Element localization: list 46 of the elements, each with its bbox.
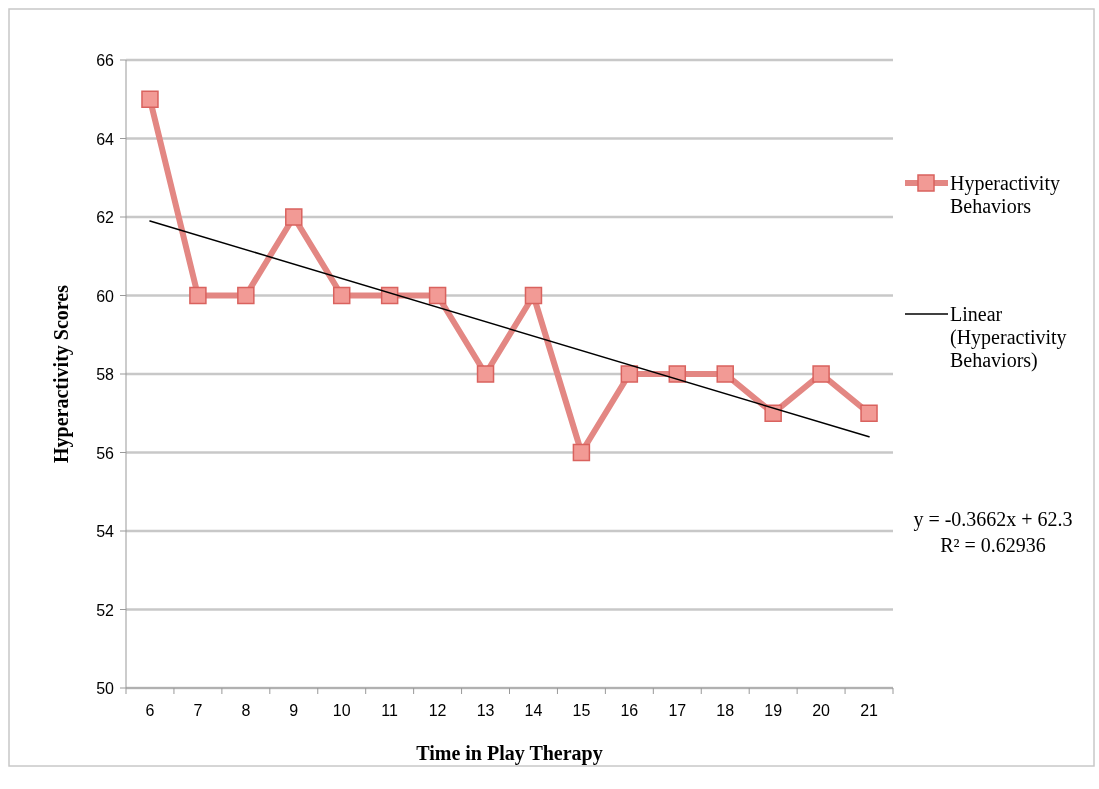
- point: [860, 404, 878, 422]
- point: [668, 365, 687, 383]
- y-axis-title: Hyperactivity Scores: [50, 284, 73, 463]
- point: [620, 365, 639, 383]
- point: [141, 90, 159, 108]
- x-tick-label: 9: [289, 702, 299, 719]
- point: [189, 286, 207, 305]
- x-tick-label: 19: [764, 702, 783, 719]
- y-tick-label: 56: [96, 444, 115, 462]
- x-axis-title: Time in Play Therapy: [416, 742, 603, 765]
- point: [476, 365, 495, 383]
- y-tick-label: 66: [96, 52, 115, 69]
- x-tick-label: 15: [572, 702, 591, 719]
- point: [332, 286, 351, 305]
- point: [764, 404, 782, 422]
- text: y = -0.3662x + 62.3: [913, 508, 1073, 531]
- x-tick-label: 8: [241, 702, 251, 719]
- point: [285, 208, 303, 226]
- point: [812, 365, 830, 383]
- x-tick-label: 17: [668, 702, 687, 719]
- x-tick-label: 6: [145, 702, 155, 719]
- text: R² = 0.62936: [940, 534, 1046, 556]
- x-tick-label: 21: [860, 702, 879, 719]
- x-tick-label: 7: [193, 702, 203, 719]
- y-tick-label: 52: [96, 601, 115, 619]
- point: [572, 443, 591, 462]
- x-tick-label: 12: [428, 702, 447, 719]
- x-tick-label: 11: [381, 702, 399, 719]
- point: [524, 286, 543, 305]
- x-tick-label: 16: [620, 702, 639, 719]
- point: [237, 286, 255, 305]
- y-tick-label: 62: [96, 209, 115, 226]
- x-tick-label: 20: [812, 702, 831, 719]
- point: [428, 286, 447, 305]
- legend-label: Hyperactivity Behaviors: [950, 172, 1060, 217]
- x-tick-label: 14: [524, 702, 543, 719]
- y-tick-label: 58: [96, 366, 115, 383]
- y-tick-label: 50: [96, 680, 115, 697]
- x-tick-label: 18: [716, 702, 735, 719]
- y-tick-label: 60: [96, 287, 115, 305]
- x-tick-label: 13: [476, 702, 495, 719]
- y-tick-label: 64: [96, 130, 115, 148]
- y-tick-label: 54: [96, 523, 115, 540]
- point: [716, 365, 734, 383]
- x-tick-label: 10: [332, 702, 351, 719]
- legend-label: Linear (Hyperactivity Behaviors): [950, 303, 1067, 372]
